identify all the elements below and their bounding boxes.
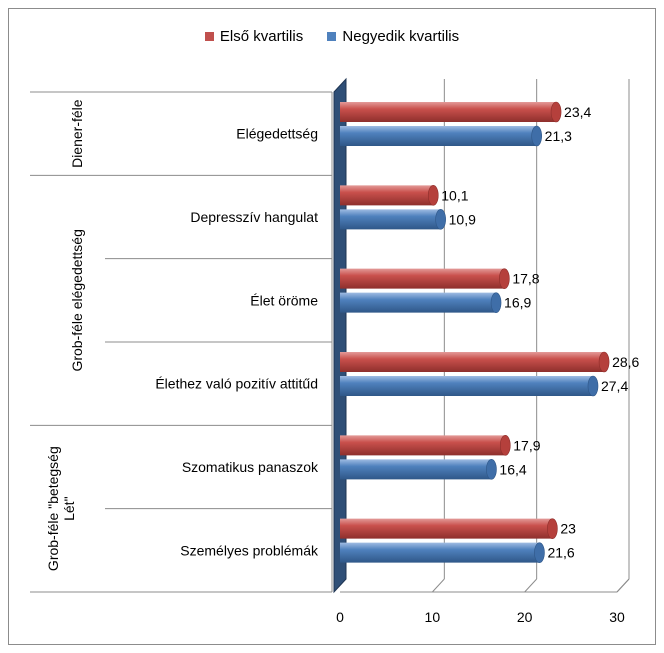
bar bbox=[340, 376, 598, 396]
group-label-line: Grob-féle "betegség bbox=[45, 446, 61, 571]
bar-cap bbox=[550, 101, 562, 123]
group-label: Diener-féle bbox=[69, 99, 85, 168]
legend-swatch-first-quartile bbox=[204, 32, 214, 41]
x-tick-label: 20 bbox=[517, 609, 533, 625]
data-label: 21,3 bbox=[545, 128, 572, 144]
gridline-floor bbox=[431, 578, 445, 593]
bar-cap bbox=[427, 185, 439, 206]
bar bbox=[340, 126, 542, 146]
category-label: Depresszív hangulat bbox=[190, 209, 318, 225]
x-tick-label: 30 bbox=[609, 609, 625, 625]
bar-cap bbox=[490, 292, 502, 313]
category-label: Élet öröme bbox=[250, 292, 318, 308]
bar-cap bbox=[598, 351, 610, 373]
bar-cap bbox=[531, 125, 542, 147]
data-label: 21,6 bbox=[547, 545, 574, 561]
bar bbox=[340, 185, 439, 206]
category-label: Élethez való pozitív attitűd bbox=[155, 376, 318, 392]
chart-frame bbox=[8, 8, 656, 645]
data-label: 23 bbox=[560, 521, 576, 537]
side-wall bbox=[333, 77, 347, 594]
bar-cap bbox=[534, 542, 545, 563]
data-label: 16,9 bbox=[504, 295, 531, 311]
bar bbox=[340, 459, 497, 480]
bar-cap bbox=[499, 435, 511, 456]
bar bbox=[340, 542, 545, 563]
data-label: 17,9 bbox=[513, 437, 540, 453]
legend-label-fourth-quartile: Negyedik kvartilis bbox=[342, 28, 460, 45]
bar bbox=[340, 518, 558, 539]
legend-label-first-quartile: Első kvartilis bbox=[219, 28, 304, 45]
bar bbox=[340, 268, 510, 289]
group-label: Grob-féle elégedettség bbox=[69, 229, 85, 371]
group-label-line: Diener-féle bbox=[69, 99, 85, 168]
data-label: 23,4 bbox=[564, 104, 591, 120]
data-label: 10,9 bbox=[449, 211, 476, 227]
legend-swatch-fourth-quartile bbox=[327, 32, 337, 41]
bar bbox=[340, 435, 511, 456]
group-label-line: Lét" bbox=[61, 496, 77, 520]
bar bbox=[340, 352, 610, 372]
legend-item-first-quartile: Első kvartilis bbox=[204, 28, 304, 45]
data-label: 28,6 bbox=[612, 354, 639, 370]
bar bbox=[340, 292, 502, 313]
x-tick-label: 0 bbox=[336, 609, 344, 625]
data-label: 17,8 bbox=[512, 271, 539, 287]
category-label: Szomatikus panaszok bbox=[182, 459, 319, 475]
bar bbox=[340, 102, 562, 122]
data-label: 10,1 bbox=[441, 187, 468, 203]
data-label: 16,4 bbox=[499, 461, 526, 477]
floor-edge bbox=[616, 578, 630, 593]
bar-cap bbox=[587, 375, 599, 397]
bar bbox=[340, 209, 446, 230]
legend-item-fourth-quartile: Negyedik kvartilis bbox=[327, 28, 459, 45]
bar-cap bbox=[547, 518, 558, 539]
bar-cap bbox=[486, 459, 497, 480]
bar-cap bbox=[435, 209, 446, 230]
bar-cap bbox=[499, 268, 510, 289]
x-tick-label: 10 bbox=[425, 609, 441, 625]
legend: Első kvartilis Negyedik kvartilis bbox=[0, 28, 664, 45]
category-label: Elégedettség bbox=[236, 126, 318, 142]
data-label: 27,4 bbox=[601, 378, 628, 394]
gridline-floor bbox=[524, 578, 538, 593]
group-label-line: Grob-féle elégedettség bbox=[69, 229, 85, 371]
group-label: Grob-féle "betegségLét" bbox=[45, 446, 77, 571]
category-label: Személyes problémák bbox=[180, 542, 319, 558]
